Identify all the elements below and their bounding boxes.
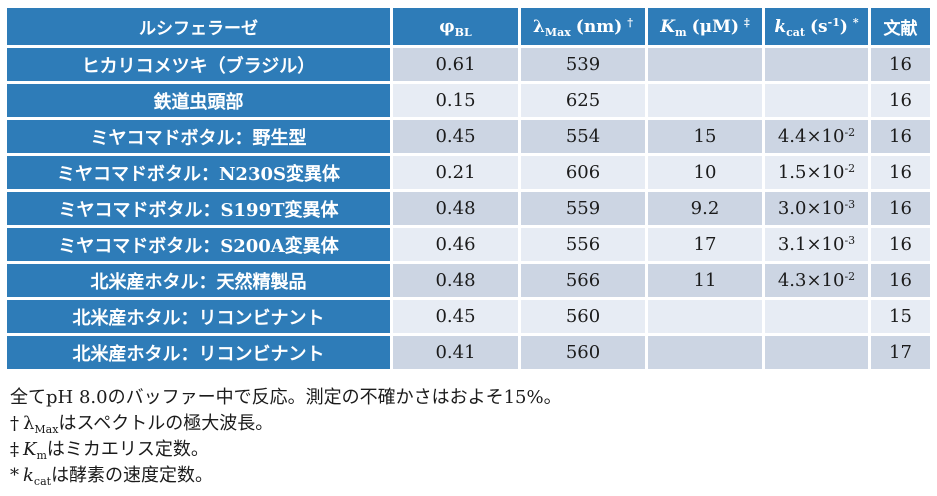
reference-value: 16: [871, 264, 930, 297]
col-header-kcat: kcat (s-1) *: [765, 8, 868, 45]
table-row: ミヤコマドボタル：野生型 0.45 554 15 4.4×10-2 16: [7, 120, 930, 153]
row-label: 北米産ホタル：リコンビナント: [7, 336, 390, 369]
row-label: ミヤコマドボタル：N230S変異体: [7, 156, 390, 189]
table-row: ミヤコマドボタル：N230S変異体 0.21 606 10 1.5×10-2 1…: [7, 156, 930, 189]
phi-value: 0.46: [393, 228, 518, 261]
kcat-value: [765, 48, 868, 81]
phi-value: 0.61: [393, 48, 518, 81]
phi-value: 0.21: [393, 156, 518, 189]
kcat-value: [765, 300, 868, 333]
row-label: 北米産ホタル：リコンビナント: [7, 300, 390, 333]
reference-value: 16: [871, 192, 930, 225]
kcat-value: 3.1×10-3: [765, 228, 868, 261]
footnote-kcat: * kcatは酵素の速度定数。: [10, 465, 214, 488]
col-header-lambda: λMax (nm) †: [521, 8, 645, 45]
row-label: ヒカリコメツキ（ブラジル）: [7, 48, 390, 81]
km-value: [648, 84, 762, 117]
table-row: ミヤコマドボタル：S200A変異体 0.46 556 17 3.1×10-3 1…: [7, 228, 930, 261]
lambda-value: 554: [521, 120, 645, 153]
row-label: ミヤコマドボタル：野生型: [7, 120, 390, 153]
footnote-lambda-max: † λMaxはスペクトルの極大波長。: [10, 413, 274, 436]
table-row: ヒカリコメツキ（ブラジル） 0.61 539 16: [7, 48, 930, 81]
table-row: 北米産ホタル：リコンビナント 0.45 560 15: [7, 300, 930, 333]
table-row: 北米産ホタル：天然精製品 0.48 566 11 4.3×10-2 16: [7, 264, 930, 297]
km-value: 15: [648, 120, 762, 153]
phi-value: 0.48: [393, 192, 518, 225]
lambda-value: 566: [521, 264, 645, 297]
table-row: 鉄道虫頭部 0.15 625 16: [7, 84, 930, 117]
reference-value: 16: [871, 228, 930, 261]
reference-value: 16: [871, 120, 930, 153]
col-header-km: Km (μM) ‡: [648, 8, 762, 45]
lambda-value: 606: [521, 156, 645, 189]
lambda-value: 539: [521, 48, 645, 81]
col-header-luciferase: ルシフェラーゼ: [7, 8, 390, 45]
row-label: 鉄道虫頭部: [7, 84, 390, 117]
lambda-value: 560: [521, 336, 645, 369]
phi-value: 0.15: [393, 84, 518, 117]
footnotes-block: 全てpH 8.0のバッファー中で反応。測定の不確かさはおよそ15%。 † λMax…: [10, 385, 937, 489]
lambda-value: 560: [521, 300, 645, 333]
row-label: 北米産ホタル：天然精製品: [7, 264, 390, 297]
reference-value: 16: [871, 84, 930, 117]
km-value: [648, 336, 762, 369]
km-value: 11: [648, 264, 762, 297]
col-header-references: 文献: [871, 8, 930, 45]
phi-value: 0.48: [393, 264, 518, 297]
col-header-phi: φBL: [393, 8, 518, 45]
table-row: 北米産ホタル：リコンビナント 0.41 560 17: [7, 336, 930, 369]
row-label: ミヤコマドボタル：S199T変異体: [7, 192, 390, 225]
lambda-value: 559: [521, 192, 645, 225]
km-value: [648, 300, 762, 333]
row-label: ミヤコマドボタル：S200A変異体: [7, 228, 390, 261]
reference-value: 16: [871, 48, 930, 81]
km-value: 17: [648, 228, 762, 261]
kcat-value: 4.3×10-2: [765, 264, 868, 297]
phi-value: 0.41: [393, 336, 518, 369]
kcat-value: 1.5×10-2: [765, 156, 868, 189]
asterisk-marker: *: [10, 465, 19, 486]
luciferase-table: ルシフェラーゼ φBL λMax (nm) † Km (μM) ‡ kcat (s-1) *…: [4, 5, 933, 372]
km-value: 10: [648, 156, 762, 189]
km-value: [648, 48, 762, 81]
lambda-value: 556: [521, 228, 645, 261]
reference-value: 15: [871, 300, 930, 333]
kcat-value: [765, 84, 868, 117]
reference-value: 16: [871, 156, 930, 189]
col-header-luciferase-label: ルシフェラーゼ: [139, 19, 258, 39]
double-dagger-marker: ‡: [10, 439, 19, 460]
phi-value: 0.45: [393, 300, 518, 333]
kcat-value: 4.4×10-2: [765, 120, 868, 153]
footnote-km: ‡ Kmはミカエリス定数。: [10, 439, 209, 462]
kcat-value: [765, 336, 868, 369]
header-row: ルシフェラーゼ φBL λMax (nm) † Km (μM) ‡ kcat (s-1) *…: [7, 8, 930, 45]
footnote-conditions: 全てpH 8.0のバッファー中で反応。測定の不確かさはおよそ15%。: [10, 387, 562, 408]
dagger-marker: †: [10, 413, 19, 434]
table-row: ミヤコマドボタル：S199T変異体 0.48 559 9.2 3.0×10-3 …: [7, 192, 930, 225]
lambda-value: 625: [521, 84, 645, 117]
reference-value: 17: [871, 336, 930, 369]
km-value: 9.2: [648, 192, 762, 225]
phi-value: 0.45: [393, 120, 518, 153]
kcat-value: 3.0×10-3: [765, 192, 868, 225]
